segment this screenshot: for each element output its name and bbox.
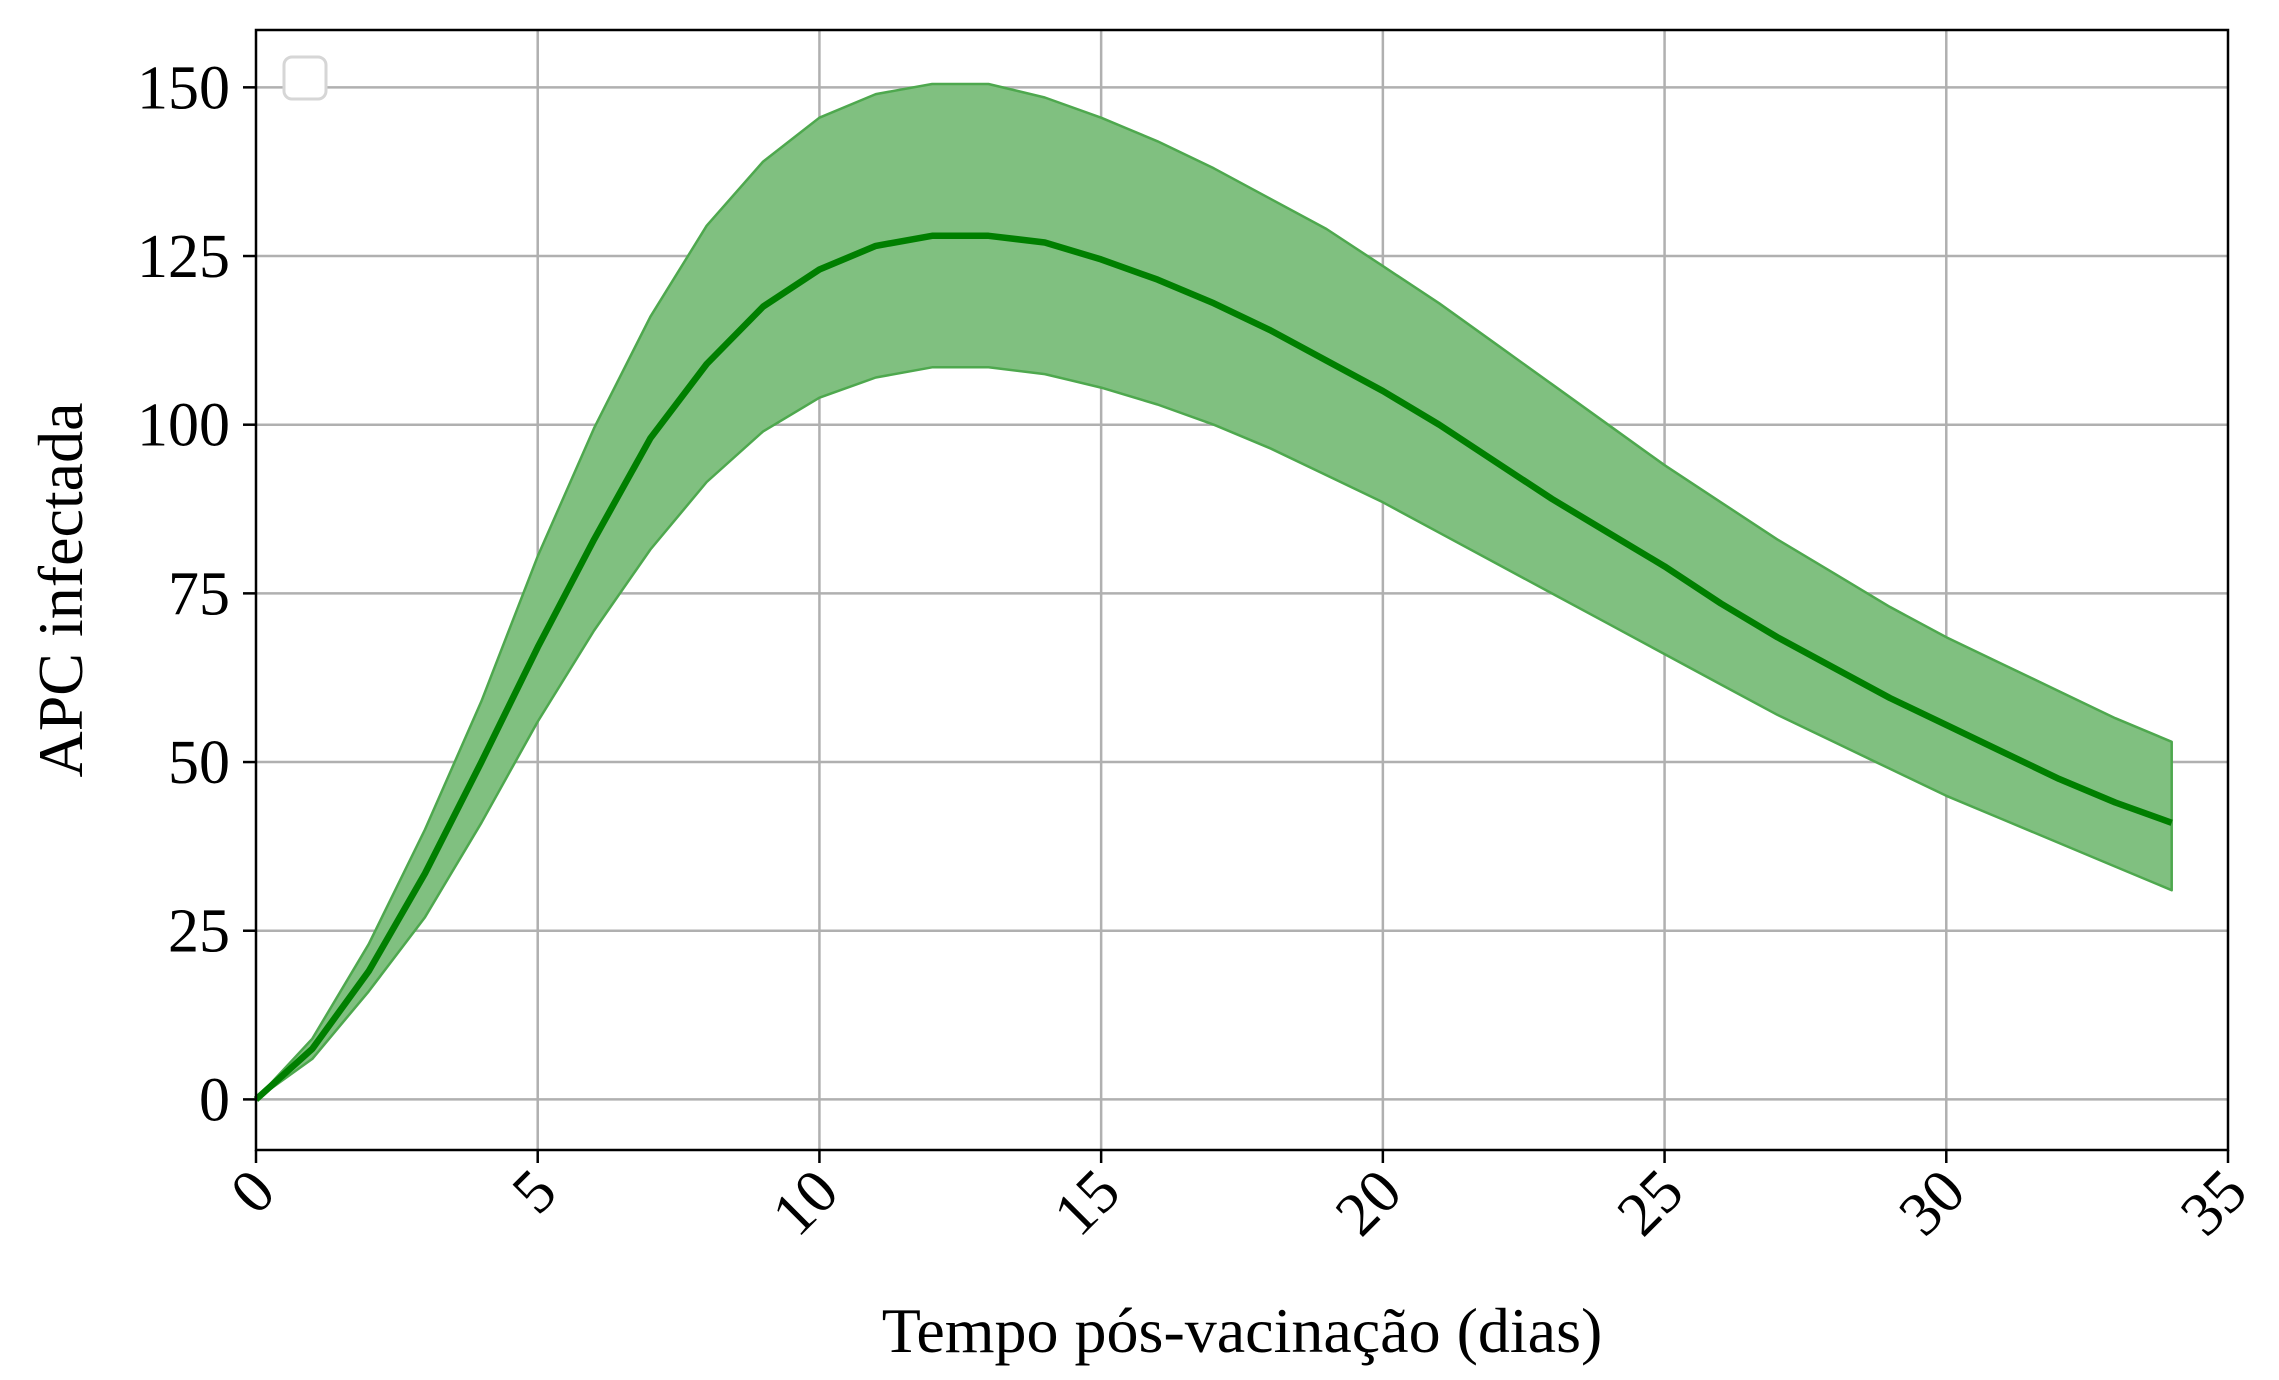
plot-frame bbox=[254, 28, 2230, 1152]
y-tick-label-150: 150 bbox=[137, 54, 230, 122]
mean-line bbox=[253, 232, 2173, 1102]
y-tick-label-75: 75 bbox=[168, 560, 230, 628]
x-axis-label: Tempo pós-vacinação (dias) bbox=[882, 1295, 1603, 1366]
y-axis-label: APC infectada bbox=[25, 403, 96, 778]
legend-box bbox=[282, 55, 328, 101]
y-tick-label-100: 100 bbox=[137, 392, 230, 460]
y-tick-label-25: 25 bbox=[168, 898, 230, 966]
y-tick-label-50: 50 bbox=[168, 729, 230, 797]
y-tick-label-0: 0 bbox=[199, 1066, 230, 1134]
y-tick-label-125: 125 bbox=[137, 223, 230, 291]
series-line bbox=[253, 232, 2173, 1102]
